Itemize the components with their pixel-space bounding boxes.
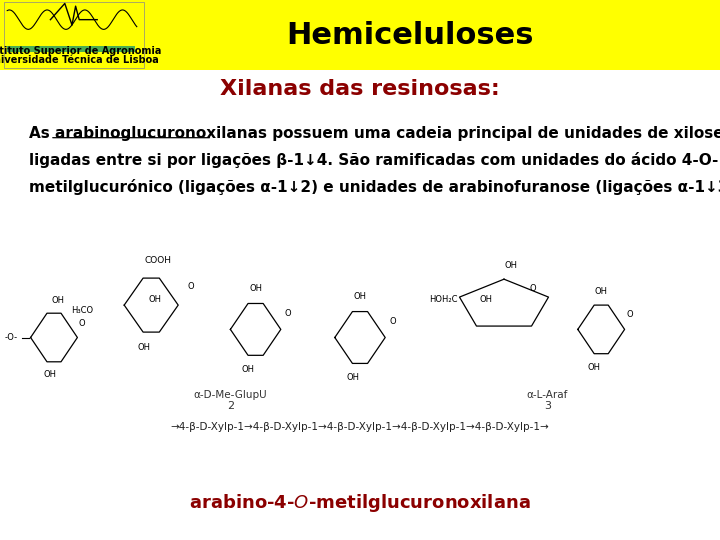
FancyBboxPatch shape bbox=[0, 0, 720, 70]
Text: OH: OH bbox=[138, 343, 150, 352]
Text: HOH₂C: HOH₂C bbox=[428, 295, 457, 304]
Text: O: O bbox=[78, 320, 85, 328]
Text: OH: OH bbox=[346, 373, 359, 382]
Text: arabino-4-$\mathit{O}$-metilglucuronoxilana: arabino-4-$\mathit{O}$-metilglucuronoxil… bbox=[189, 492, 531, 514]
Text: As arabinoglucuronoxilanas possuem uma cadeia principal de unidades de xilose,: As arabinoglucuronoxilanas possuem uma c… bbox=[29, 126, 720, 141]
Text: -O-: -O- bbox=[4, 333, 17, 342]
Text: ligadas entre si por ligações β-1↓4. São ramificadas com unidades do ácido 4-O-: ligadas entre si por ligações β-1↓4. São… bbox=[29, 152, 718, 168]
Text: 3: 3 bbox=[544, 401, 551, 411]
Text: metilglucurónico (ligações α-1↓2) e unidades de arabinofuranose (ligações α-1↓3): metilglucurónico (ligações α-1↓2) e unid… bbox=[29, 179, 720, 195]
Text: OH: OH bbox=[595, 287, 608, 296]
Text: OH: OH bbox=[588, 363, 600, 372]
Text: →4-β-D-Xylp-1→4-β-D-Xylp-1→4-β-D-Xylp-1→4-β-D-Xylp-1→4-β-D-Xylp-1→: →4-β-D-Xylp-1→4-β-D-Xylp-1→4-β-D-Xylp-1→… bbox=[171, 422, 549, 431]
Text: O: O bbox=[389, 317, 396, 326]
Text: O: O bbox=[187, 282, 194, 291]
Text: Xilanas das resinosas:: Xilanas das resinosas: bbox=[220, 79, 500, 99]
Text: OH: OH bbox=[505, 261, 518, 270]
Text: O: O bbox=[529, 285, 536, 293]
Text: α-L-Araf: α-L-Araf bbox=[526, 390, 568, 400]
Text: O: O bbox=[626, 310, 634, 319]
Text: COOH: COOH bbox=[145, 255, 172, 265]
Text: Hemiceluloses: Hemiceluloses bbox=[287, 21, 534, 50]
Text: OH: OH bbox=[480, 295, 492, 304]
FancyBboxPatch shape bbox=[7, 46, 135, 52]
Text: α-D-Me-GlupU: α-D-Me-GlupU bbox=[194, 390, 267, 400]
Text: OH: OH bbox=[44, 370, 57, 379]
Text: OH: OH bbox=[51, 296, 64, 305]
Text: OH: OH bbox=[249, 284, 262, 293]
Text: OH: OH bbox=[354, 292, 366, 301]
Text: OH: OH bbox=[242, 364, 255, 374]
Text: O: O bbox=[284, 309, 292, 318]
Text: OH: OH bbox=[148, 295, 161, 304]
FancyBboxPatch shape bbox=[4, 2, 144, 68]
Text: Universidade Técnica de Lisboa: Universidade Técnica de Lisboa bbox=[0, 55, 158, 65]
Text: H₃CO: H₃CO bbox=[71, 306, 94, 315]
Text: Instituto Superior de Agronomia: Instituto Superior de Agronomia bbox=[0, 46, 161, 56]
Text: 2: 2 bbox=[227, 401, 234, 411]
